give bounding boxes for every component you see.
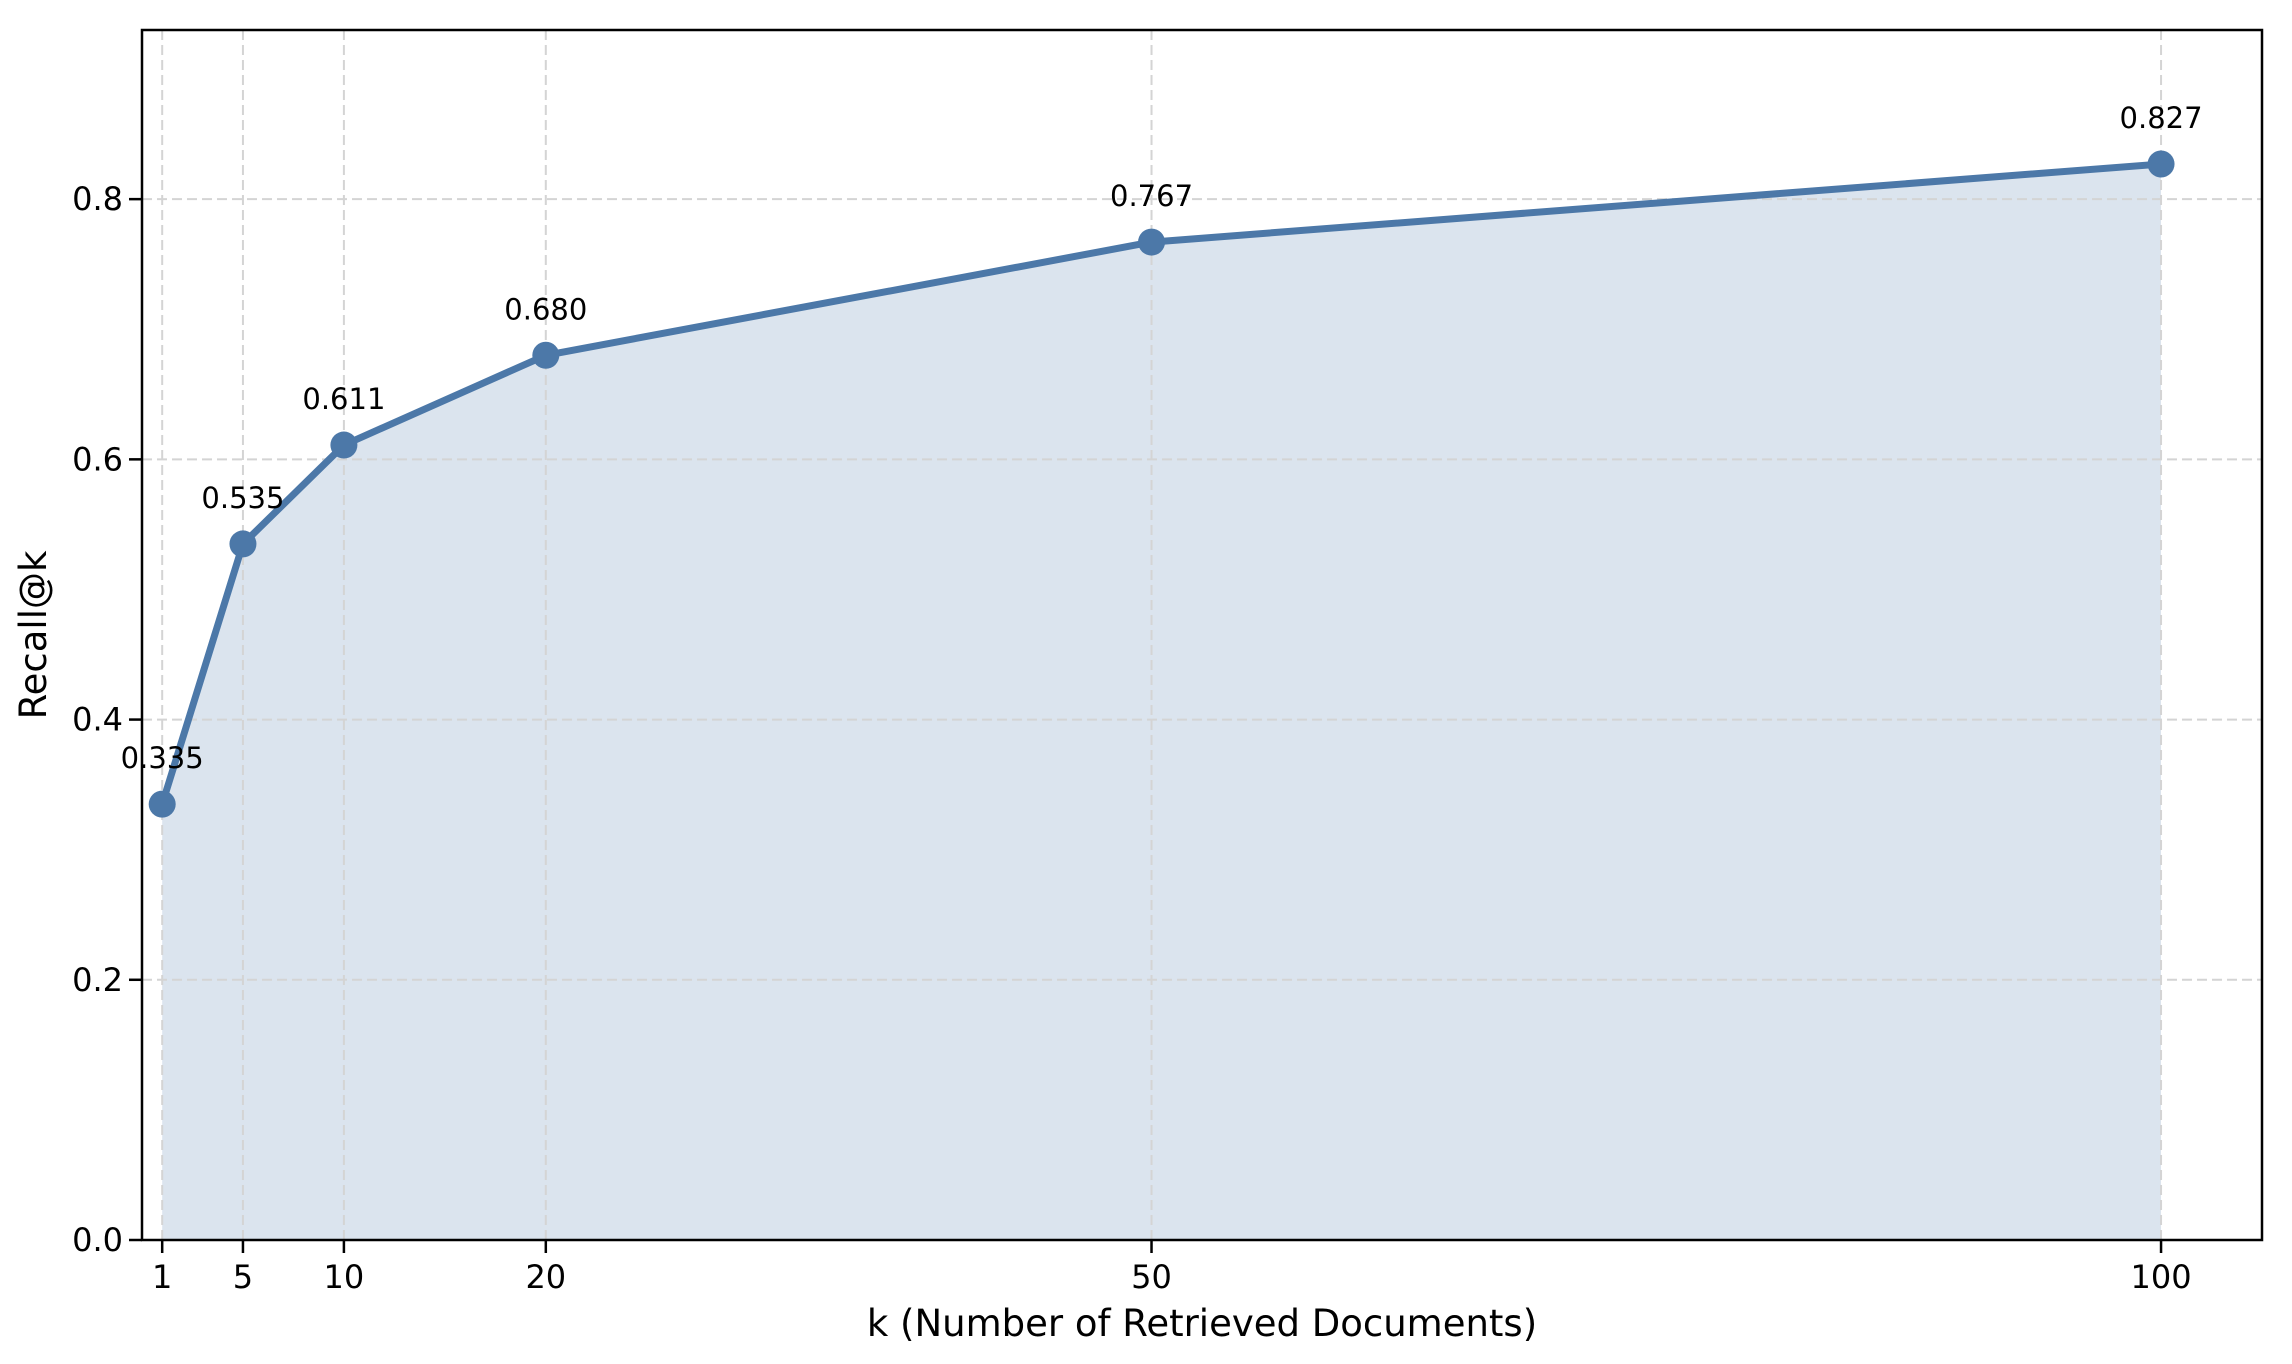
data-point-k-5 — [229, 530, 257, 558]
annotations-layer: 0.335 0.535 0.611 0.680 0.767 0.827 — [121, 101, 2203, 775]
data-point-k-10 — [330, 431, 358, 459]
ticks-layer: 1 5 10 20 50 100 0.0 0.2 0.4 0.6 0.8 — [72, 180, 2191, 1296]
point-value-label: 0.611 — [302, 382, 385, 416]
y-tick-label: 0.4 — [72, 701, 123, 739]
point-value-label: 0.335 — [121, 741, 204, 775]
y-axis-label: Recall@k — [12, 550, 55, 719]
y-tick-label: 0.8 — [72, 180, 123, 218]
area-fill-layer — [162, 164, 2162, 1241]
y-tick-label: 0.0 — [72, 1221, 123, 1259]
x-tick-label: 10 — [324, 1258, 365, 1296]
data-point-k-20 — [532, 341, 560, 369]
y-tick-label: 0.6 — [72, 440, 123, 478]
data-point-k-50 — [1138, 228, 1166, 256]
x-axis-label: k (Number of Retrieved Documents) — [867, 1302, 1537, 1345]
recall-area-fill — [162, 164, 2162, 1241]
x-tick-label: 5 — [233, 1258, 253, 1296]
point-value-label: 0.680 — [504, 292, 587, 326]
point-value-label: 0.827 — [2120, 101, 2203, 135]
data-point-k-1 — [148, 790, 176, 818]
x-tick-label: 50 — [1131, 1258, 1172, 1296]
recall-line — [158, 160, 2165, 808]
point-value-label: 0.767 — [1110, 179, 1193, 213]
line-layer — [158, 160, 2165, 808]
x-tick-label: 1 — [152, 1258, 172, 1296]
x-tick-label: 20 — [525, 1258, 566, 1296]
axes-spines — [140, 28, 2264, 1242]
markers-layer — [148, 150, 2175, 818]
x-tick-label: 100 — [2131, 1258, 2192, 1296]
data-point-k-100 — [2147, 150, 2175, 178]
point-value-label: 0.535 — [201, 481, 284, 515]
spines-layer — [140, 28, 2264, 1242]
y-tick-label: 0.2 — [72, 961, 123, 999]
